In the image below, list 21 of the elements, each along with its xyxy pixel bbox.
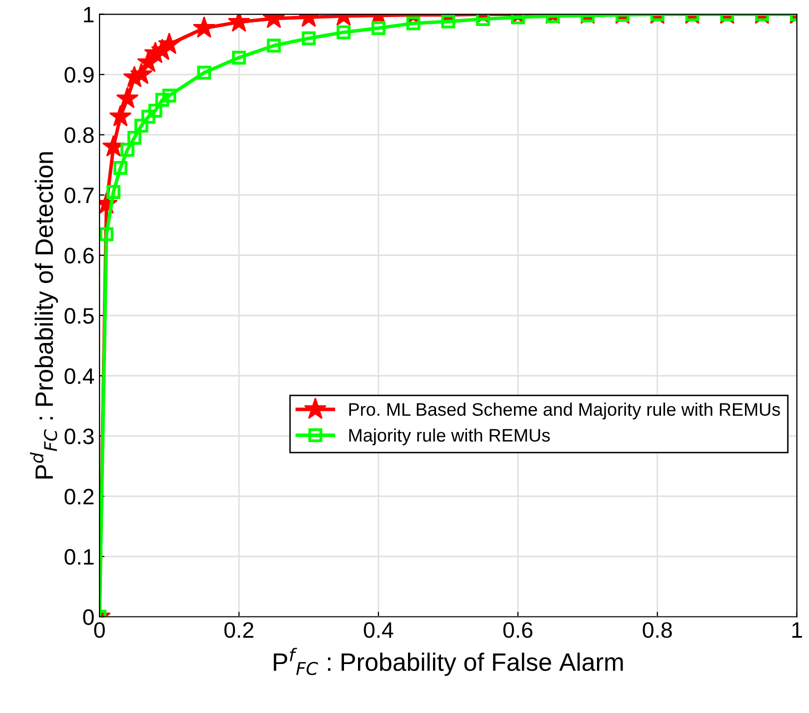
x-tick-label: 0.4	[364, 622, 394, 638]
y-tick-label: 0.1	[64, 549, 94, 565]
y-tick-label: 0.6	[64, 248, 94, 264]
x-tick-label: 0.8	[642, 622, 672, 638]
y-tick-label: 0.5	[64, 308, 94, 324]
y-axis-title: P$^{d}$$_{FC}$ : Probability of Detection	[30, 152, 58, 478]
legend-label: Pro. ML Based Scheme and Majority rule with REMUs	[349, 402, 780, 420]
y-tick-label: 1	[84, 7, 94, 22]
legend-label: Majority rule with REMUs	[349, 428, 550, 446]
x-tick-label: 0.6	[503, 622, 532, 638]
y-tick-label: 0.3	[64, 428, 94, 444]
y-tick-label: 0.2	[64, 488, 94, 505]
y-tick-label: 0.7	[64, 188, 94, 204]
y-tick-label: 0.8	[64, 127, 94, 144]
y-tick-label: 0	[83, 609, 94, 626]
y-tick-label: 0.9	[64, 67, 94, 83]
x-tick-label: 0.2	[224, 622, 254, 638]
y-tick-label: 0.4	[64, 368, 94, 384]
x-tick-label: 1	[792, 622, 802, 638]
x-axis-title: P$^{f}$$_{FC}$ : Probability of False Alarm	[274, 648, 623, 676]
x-tick-label: 0	[94, 622, 105, 638]
